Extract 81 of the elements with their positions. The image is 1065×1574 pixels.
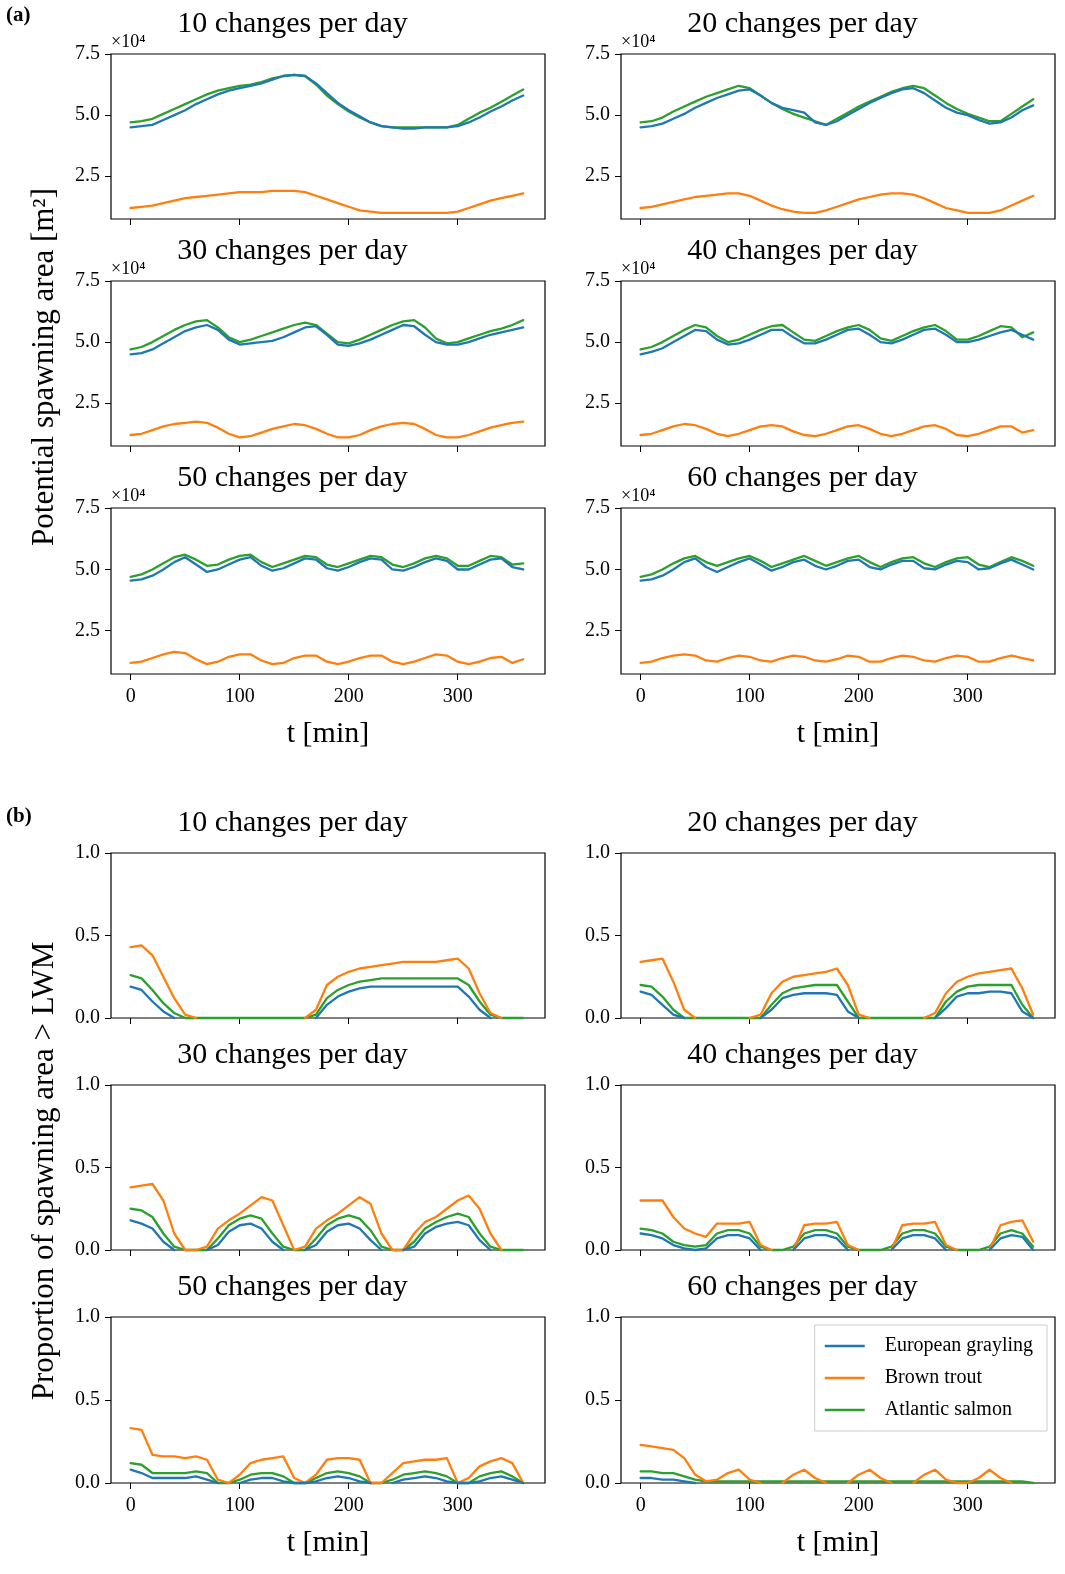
chart-title: 20 changes per day bbox=[687, 4, 918, 38]
y-tick-label: 0.0 bbox=[585, 1470, 610, 1493]
y-tick-label: 2.5 bbox=[585, 163, 610, 186]
x-tick-label: 100 bbox=[734, 684, 765, 707]
text: ×10⁴ bbox=[621, 257, 656, 278]
x-tick-label: 300 bbox=[952, 1493, 983, 1516]
y-tick-label: 7.5 bbox=[75, 268, 100, 291]
y-tick-label: 0.0 bbox=[75, 1005, 100, 1028]
y-tick-label: 5.0 bbox=[75, 556, 100, 579]
y-tick-label: 0.0 bbox=[75, 1470, 100, 1493]
chart-title: 20 changes per day bbox=[687, 803, 918, 837]
x-tick-label: 100 bbox=[224, 1493, 255, 1516]
y-tick-label: 7.5 bbox=[585, 268, 610, 291]
y-tick-label: 0.5 bbox=[75, 1387, 100, 1410]
y-tick-label: 7.5 bbox=[75, 495, 100, 518]
chart-title: 60 changes per day bbox=[687, 1267, 918, 1301]
x-axis-title: t [min] bbox=[286, 1523, 370, 1557]
x-axis-title: t [min] bbox=[796, 1523, 880, 1557]
y-tick-label: 7.5 bbox=[585, 495, 610, 518]
chart-title: 50 changes per day bbox=[177, 1267, 408, 1301]
y-tick-label: 5.0 bbox=[585, 102, 610, 125]
y-tick-label: 0.5 bbox=[75, 922, 100, 945]
y-tick-label: 2.5 bbox=[75, 618, 100, 641]
y-tick-label: 5.0 bbox=[75, 329, 100, 352]
y-tick-label: 0.0 bbox=[585, 1237, 610, 1260]
x-tick-label: 300 bbox=[442, 684, 473, 707]
y-tick-label: 0.5 bbox=[585, 1387, 610, 1410]
x-tick-label: 200 bbox=[333, 684, 364, 707]
chart-title: 60 changes per day bbox=[687, 458, 918, 492]
text: ×10⁴ bbox=[621, 484, 656, 505]
y-tick-label: 1.0 bbox=[585, 1304, 610, 1327]
y-tick-label: 0.0 bbox=[585, 1005, 610, 1028]
x-tick-label: 200 bbox=[843, 1493, 874, 1516]
y-tick-label: 5.0 bbox=[75, 102, 100, 125]
x-tick-label: 300 bbox=[952, 684, 983, 707]
y-axis-title: Proportion of spawning area > LWM bbox=[24, 941, 60, 1401]
y-tick-label: 7.5 bbox=[585, 41, 610, 64]
chart-title: 40 changes per day bbox=[687, 231, 918, 265]
legend-label: Atlantic salmon bbox=[884, 1397, 1012, 1420]
x-axis-title: t [min] bbox=[796, 714, 880, 748]
y-tick-label: 1.0 bbox=[75, 840, 100, 863]
legend-label: Brown trout bbox=[884, 1365, 983, 1388]
text: (a) bbox=[6, 2, 31, 26]
x-tick-label: 0 bbox=[125, 1493, 136, 1516]
y-axis-title: Potential spawning area [m²] bbox=[24, 188, 60, 546]
y-tick-label: 1.0 bbox=[75, 1304, 100, 1327]
x-tick-label: 200 bbox=[843, 684, 874, 707]
y-tick-label: 2.5 bbox=[75, 163, 100, 186]
y-tick-label: 2.5 bbox=[585, 390, 610, 413]
text: ×10⁴ bbox=[621, 30, 656, 51]
x-tick-label: 200 bbox=[333, 1493, 364, 1516]
chart-title: 10 changes per day bbox=[177, 4, 408, 38]
y-tick-label: 0.5 bbox=[585, 1154, 610, 1177]
x-tick-label: 100 bbox=[734, 1493, 765, 1516]
x-tick-label: 0 bbox=[635, 1493, 646, 1516]
y-tick-label: 0.0 bbox=[75, 1237, 100, 1260]
y-tick-label: 0.5 bbox=[585, 922, 610, 945]
y-tick-label: 1.0 bbox=[585, 840, 610, 863]
y-tick-label: 5.0 bbox=[585, 329, 610, 352]
chart-title: 40 changes per day bbox=[687, 1035, 918, 1069]
y-tick-label: 1.0 bbox=[75, 1072, 100, 1095]
y-tick-label: 2.5 bbox=[75, 390, 100, 413]
y-tick-label: 2.5 bbox=[585, 618, 610, 641]
x-tick-label: 0 bbox=[635, 684, 646, 707]
text: (b) bbox=[6, 803, 32, 827]
y-tick-label: 0.5 bbox=[75, 1154, 100, 1177]
chart-title: 10 changes per day bbox=[177, 803, 408, 837]
text: ×10⁴ bbox=[111, 484, 146, 505]
chart-title: 50 changes per day bbox=[177, 458, 408, 492]
text: ×10⁴ bbox=[111, 257, 146, 278]
legend-label: European grayling bbox=[884, 1333, 1033, 1357]
x-tick-label: 0 bbox=[125, 684, 136, 707]
y-tick-label: 7.5 bbox=[75, 41, 100, 64]
y-tick-label: 1.0 bbox=[585, 1072, 610, 1095]
x-tick-label: 300 bbox=[442, 1493, 473, 1516]
chart-title: 30 changes per day bbox=[177, 1035, 408, 1069]
y-tick-label: 5.0 bbox=[585, 556, 610, 579]
chart-title: 30 changes per day bbox=[177, 231, 408, 265]
x-tick-label: 100 bbox=[224, 684, 255, 707]
x-axis-title: t [min] bbox=[286, 714, 370, 748]
text: ×10⁴ bbox=[111, 30, 146, 51]
